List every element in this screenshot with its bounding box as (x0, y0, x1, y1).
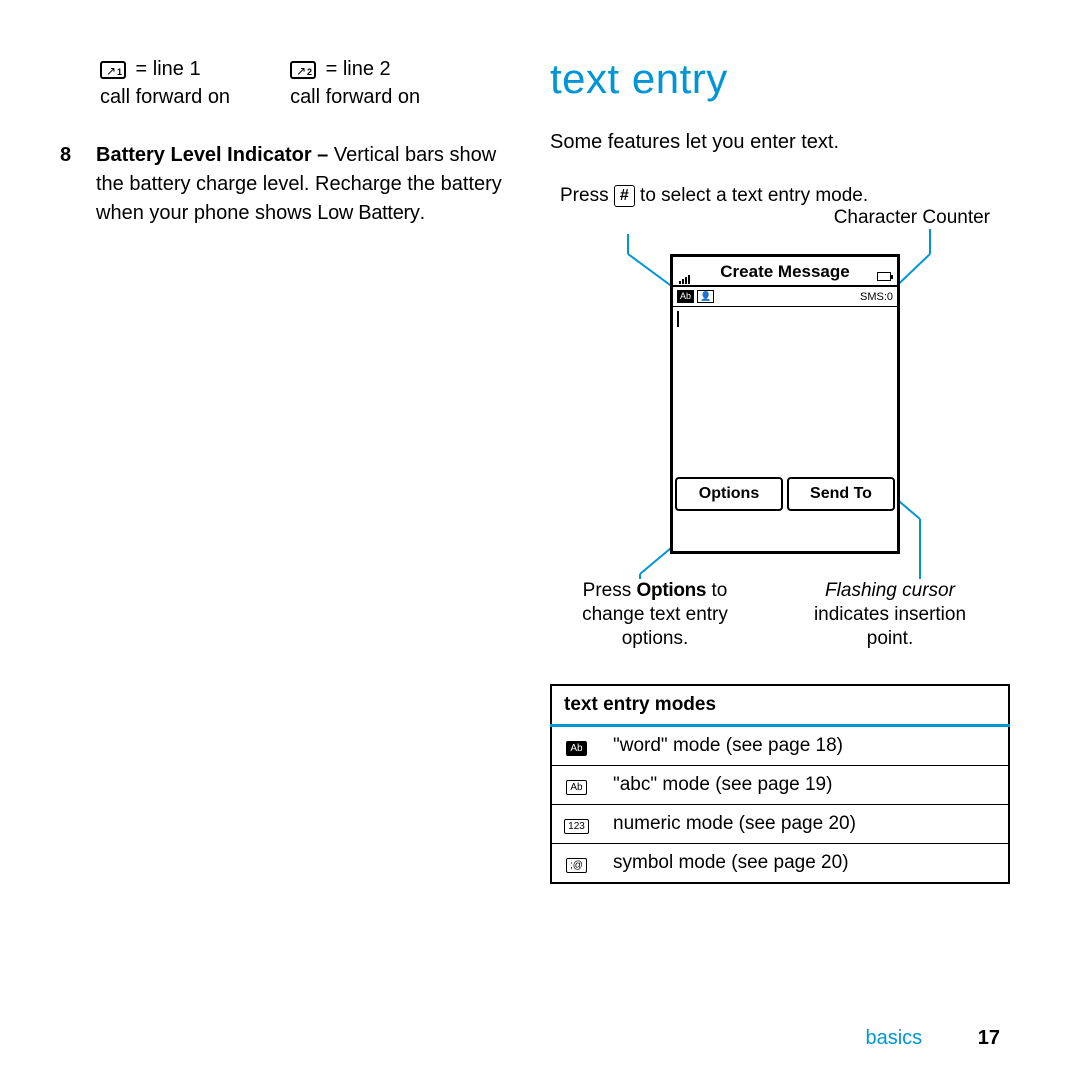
mode-icon: ;@ (566, 858, 587, 873)
mode-icon: 123 (564, 819, 589, 834)
footer-page: 17 (978, 1027, 1000, 1049)
table-header: text entry modes (551, 685, 1009, 726)
battery-item-number: 8 (60, 141, 80, 228)
phone-screen: Create Message Ab 👤 SMS:0 Options Send T… (670, 254, 900, 554)
indicator-line2-desc: call forward on (290, 86, 420, 108)
indicator-line1-label: line 1 (153, 58, 201, 80)
modes-table: text entry modes Ab "word" mode (see page… (550, 684, 1010, 884)
softkey-options[interactable]: Options (675, 477, 783, 511)
table-row: 123 numeric mode (see page 20) (551, 805, 1009, 844)
softkey-row: Options Send To (673, 475, 897, 513)
phone-header: Create Message (673, 257, 897, 287)
phone-body: Options Send To (673, 307, 897, 513)
mode-icon: Ab (566, 780, 586, 795)
callout-top-right: Character Counter (834, 206, 990, 230)
diagram: Press # to select a text entry mode. Cha… (550, 184, 1010, 664)
mode-text: numeric mode (see page 20) (601, 805, 1009, 844)
section-heading: text entry (550, 55, 1020, 103)
phone-modebar: Ab 👤 SMS:0 (673, 287, 897, 307)
callout-bottom-left: Press Options to change text entry optio… (550, 579, 760, 650)
mode-icon-cell: Ab (551, 766, 601, 805)
footer-section: basics (865, 1027, 922, 1049)
softkey-sendto[interactable]: Send To (787, 477, 895, 511)
callout-top-left: Press # to select a text entry mode. (560, 184, 868, 208)
mode-text: "word" mode (see page 18) (601, 726, 1009, 766)
mode-person-icon: 👤 (697, 290, 714, 303)
mode-text: "abc" mode (see page 19) (601, 766, 1009, 805)
intro-text: Some features let you enter text. (550, 131, 1020, 154)
table-row: Ab "word" mode (see page 18) (551, 726, 1009, 766)
right-column: text entry Some features let you enter t… (540, 55, 1020, 1040)
cursor-icon (677, 311, 679, 327)
mode-text: symbol mode (see page 20) (601, 844, 1009, 884)
mode-icon-cell: Ab (551, 726, 601, 766)
indicator-line2: ↗2 = line 2 call forward on (290, 55, 420, 111)
battery-text: Battery Level Indicator – Vertical bars … (96, 141, 510, 228)
left-column: ↗1 = line 1 call forward on ↗2 = line 2 … (60, 55, 540, 1040)
indicator-line1-desc: call forward on (100, 86, 230, 108)
battery-icon (877, 263, 891, 293)
indicator-line2-label: line 2 (343, 58, 391, 80)
battery-block: 8 Battery Level Indicator – Vertical bar… (60, 141, 510, 228)
indicator-line1: ↗1 = line 1 call forward on (100, 55, 230, 111)
page-footer: basics 17 (865, 1027, 1000, 1050)
mode-icon-cell: ;@ (551, 844, 601, 884)
mode-icon: Ab (566, 741, 586, 756)
hash-keycap-icon: # (614, 185, 635, 206)
battery-title: Battery Level Indicator – (96, 144, 328, 166)
phone-line1-icon: ↗1 (100, 61, 126, 79)
mode-icon-cell: 123 (551, 805, 601, 844)
battery-low: Low Battery (317, 202, 419, 224)
call-forward-indicators: ↗1 = line 1 call forward on ↗2 = line 2 … (60, 55, 510, 111)
table-row: ;@ symbol mode (see page 20) (551, 844, 1009, 884)
table-row: Ab "abc" mode (see page 19) (551, 766, 1009, 805)
phone-title: Create Message (720, 262, 849, 281)
phone-line2-icon: ↗2 (290, 61, 316, 79)
signal-icon (679, 263, 691, 293)
callout-bottom-right: Flashing cursor indicates insertion poin… (790, 579, 990, 650)
